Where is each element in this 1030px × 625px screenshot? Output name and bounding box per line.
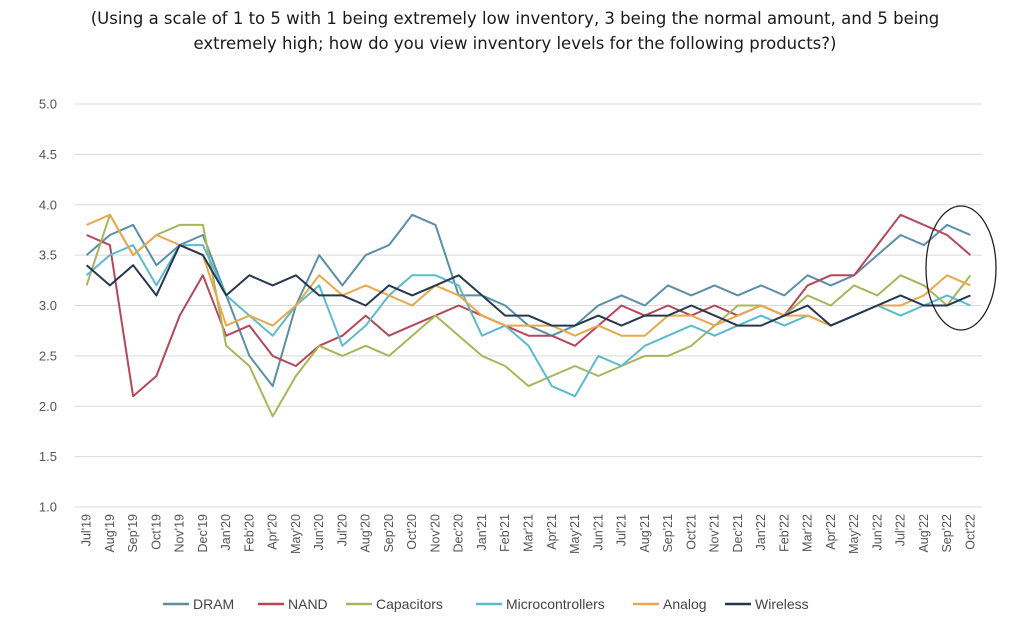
y-axis: 1.0 1.5 2.0 2.5 3.0 3.5 4.0 4.5 5.0 [39, 97, 57, 515]
chart-title: (Using a scale of 1 to 5 with 1 being ex… [90, 9, 940, 53]
x-tick-label: Nov'19 [173, 514, 187, 553]
x-tick-label: Jul'20 [335, 514, 349, 546]
legend: DRAM NAND Capacitors Microcontrollers Analog… [163, 596, 809, 612]
y-tick-label: 5.0 [39, 97, 57, 112]
x-tick-label: Sep'19 [126, 514, 140, 553]
x-tick-label: Jun'22 [870, 514, 884, 550]
x-tick-label: Jun'21 [591, 514, 605, 550]
x-tick-label: Dec'19 [196, 514, 210, 553]
y-tick-label: 3.0 [39, 298, 57, 313]
series-line-microcontrollers [85, 244, 971, 398]
x-tick-label: Feb'21 [498, 514, 512, 552]
x-tick-label: Feb'22 [777, 514, 791, 552]
series-line-wireless [85, 244, 971, 327]
y-tick-label: 1.0 [39, 500, 57, 515]
legend-label: DRAM [193, 596, 234, 612]
x-tick-label: Apr'20 [266, 514, 280, 550]
x-tick-label: Dec'20 [452, 514, 466, 553]
x-axis: Jul'19 Aug'19 Sep'19 Oct'19 Nov'19 Dec'19 Jan'… [80, 514, 978, 554]
x-tick-label: Jul'21 [615, 514, 629, 546]
x-tick-label: Aug'19 [103, 514, 117, 553]
gridlines [75, 103, 982, 508]
x-tick-label: May'20 [289, 514, 303, 554]
series-line-analog [86, 213, 971, 337]
legend-label: NAND [288, 596, 328, 612]
x-tick-label: Sep'22 [940, 514, 954, 553]
series-line-nand [86, 213, 972, 398]
y-tick-label: 1.5 [39, 449, 57, 464]
x-tick-label: Mar'22 [801, 514, 815, 552]
y-tick-label: 4.5 [39, 147, 57, 162]
y-tick-label: 3.5 [39, 248, 57, 263]
x-tick-label: Mar'21 [522, 514, 536, 552]
x-tick-label: Dec'21 [731, 514, 745, 553]
x-tick-label: Oct'19 [149, 514, 163, 550]
x-tick-label: Aug'21 [638, 514, 652, 553]
x-tick-label: Sep'20 [382, 514, 396, 553]
x-tick-label: Nov'20 [428, 514, 442, 553]
x-tick-label: Oct'21 [684, 514, 698, 550]
x-tick-label: Jan'21 [475, 514, 489, 550]
series-line-capacitors [85, 213, 972, 418]
series-lines [85, 213, 972, 418]
x-tick-label: Jan'22 [754, 514, 768, 550]
y-tick-label: 2.0 [39, 399, 57, 414]
x-tick-label: Jul'22 [894, 514, 908, 546]
x-tick-label: Jan'20 [219, 514, 233, 550]
legend-label: Wireless [755, 596, 809, 612]
x-tick-label: Feb'20 [242, 514, 256, 552]
x-tick-label: Nov'21 [708, 514, 722, 553]
x-tick-label: Jul'19 [80, 514, 94, 546]
y-tick-label: 2.5 [39, 348, 57, 363]
x-tick-label: Sep'21 [661, 514, 675, 553]
y-tick-label: 4.0 [39, 197, 57, 212]
legend-label: Capacitors [376, 596, 443, 612]
highlight-circle [925, 205, 997, 331]
legend-label: Microcontrollers [506, 596, 605, 612]
legend-label: Analog [663, 596, 707, 612]
x-tick-label: Apr'21 [545, 514, 559, 550]
x-tick-label: Apr'22 [824, 514, 838, 550]
x-tick-label: Jun'20 [312, 514, 326, 550]
x-tick-label: May'22 [847, 514, 861, 554]
x-tick-label: Aug'20 [359, 514, 373, 553]
x-tick-label: Oct'22 [963, 514, 977, 550]
x-tick-label: Oct'20 [405, 514, 419, 550]
x-tick-label: May'21 [568, 514, 582, 554]
x-tick-label: Aug'22 [917, 514, 931, 553]
